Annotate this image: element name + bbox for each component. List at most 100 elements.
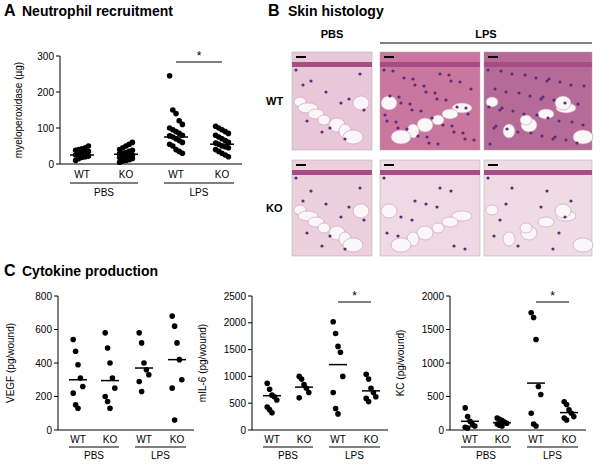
nucleus [557, 231, 560, 234]
mean-line [69, 379, 87, 381]
panel-title: Neutrophil recruitment [22, 3, 173, 19]
fat-cell [555, 204, 571, 218]
nucleus [328, 126, 331, 129]
mean-line [168, 359, 186, 361]
y-tick [248, 376, 252, 377]
group-label: LPS [543, 450, 562, 461]
nucleus [399, 215, 402, 218]
nucleus [558, 80, 561, 83]
nucleus [516, 244, 519, 247]
significance-label: * [197, 49, 202, 63]
nucleus [438, 72, 441, 75]
nucleus [339, 215, 342, 218]
nucleus [499, 69, 502, 72]
nucleus [552, 98, 555, 101]
mean-line [135, 367, 153, 369]
nucleus [362, 218, 365, 221]
nucleus [430, 116, 433, 119]
marks [461, 310, 578, 431]
fat-cell [353, 96, 369, 110]
mean-line [493, 422, 511, 424]
panel-title: Skin histology [288, 3, 384, 19]
nucleus [397, 95, 400, 98]
category-label: KO [364, 434, 379, 445]
group-rule [135, 447, 186, 448]
data-point [167, 73, 173, 79]
nucleus [539, 205, 542, 208]
y-tick-label: 2000 [224, 317, 247, 328]
column-rule [380, 43, 592, 44]
group-rule [527, 447, 578, 448]
nucleus [511, 109, 514, 112]
nucleus [358, 186, 361, 189]
nucleus [347, 205, 350, 208]
data-point [465, 425, 471, 431]
data-point [472, 423, 478, 429]
mean-line [560, 412, 578, 414]
fat-cell [486, 97, 498, 107]
nucleus [436, 142, 439, 145]
y-axis-label: myeloperoxidase (µg) [13, 62, 24, 158]
y-tick-label: 1500 [422, 324, 445, 335]
fat-cell [417, 226, 433, 240]
y-tick-label: 200 [35, 391, 52, 402]
mean-line [114, 154, 138, 156]
data-point [269, 410, 275, 416]
y-tick-label: 800 [35, 291, 52, 302]
figure: ANeutrophil recruitmentBSkin histologyCC… [0, 0, 600, 464]
data-point [130, 140, 136, 146]
data-point [169, 385, 175, 391]
nucleus [396, 126, 399, 129]
nucleus [569, 83, 572, 86]
category-label: WT [264, 434, 280, 445]
panel-letter: B [268, 2, 280, 19]
nucleus [447, 73, 450, 76]
data-point [75, 405, 81, 411]
data-point [306, 390, 312, 396]
fat-cell [417, 118, 433, 132]
data-point [333, 331, 339, 337]
dot-plot: 0200400600800VEGF (pg/wound)WTKOWTKOPBSL… [5, 291, 194, 462]
data-point [538, 392, 544, 398]
category-label: WT [462, 434, 478, 445]
data-point [107, 360, 113, 366]
y-tick-label: 0 [240, 425, 246, 436]
data-point [169, 313, 175, 319]
data-point [86, 143, 92, 149]
nucleus [486, 68, 489, 71]
nucleus [498, 218, 501, 221]
data-point [533, 423, 539, 429]
data-point [564, 402, 570, 408]
epidermis [292, 170, 372, 175]
nucleus [461, 131, 464, 134]
data-point [296, 395, 302, 401]
nucleus [394, 120, 397, 123]
nucleus [464, 106, 467, 109]
nucleus [472, 138, 475, 141]
nucleus [488, 142, 491, 145]
x-axis [60, 164, 242, 165]
nucleus [301, 83, 304, 86]
group-rule [329, 447, 380, 448]
epidermis [380, 62, 480, 67]
data-point [499, 423, 505, 429]
histology-image [292, 160, 372, 256]
epidermis [380, 170, 480, 175]
nucleus [516, 130, 519, 133]
y-tick [446, 430, 450, 431]
data-point [264, 381, 270, 387]
nucleus [463, 137, 466, 140]
data-point [180, 140, 186, 146]
epidermis [484, 170, 592, 175]
group-rule [164, 183, 234, 184]
nucleus [466, 112, 469, 115]
fat-cell [555, 96, 571, 110]
nucleus [382, 68, 385, 71]
group-label: PBS [84, 450, 104, 461]
epidermis [292, 62, 372, 67]
scale-bar [384, 164, 394, 166]
data-point [70, 337, 76, 343]
nucleus [551, 247, 554, 250]
nucleus [517, 91, 520, 94]
histology-image [484, 160, 593, 256]
